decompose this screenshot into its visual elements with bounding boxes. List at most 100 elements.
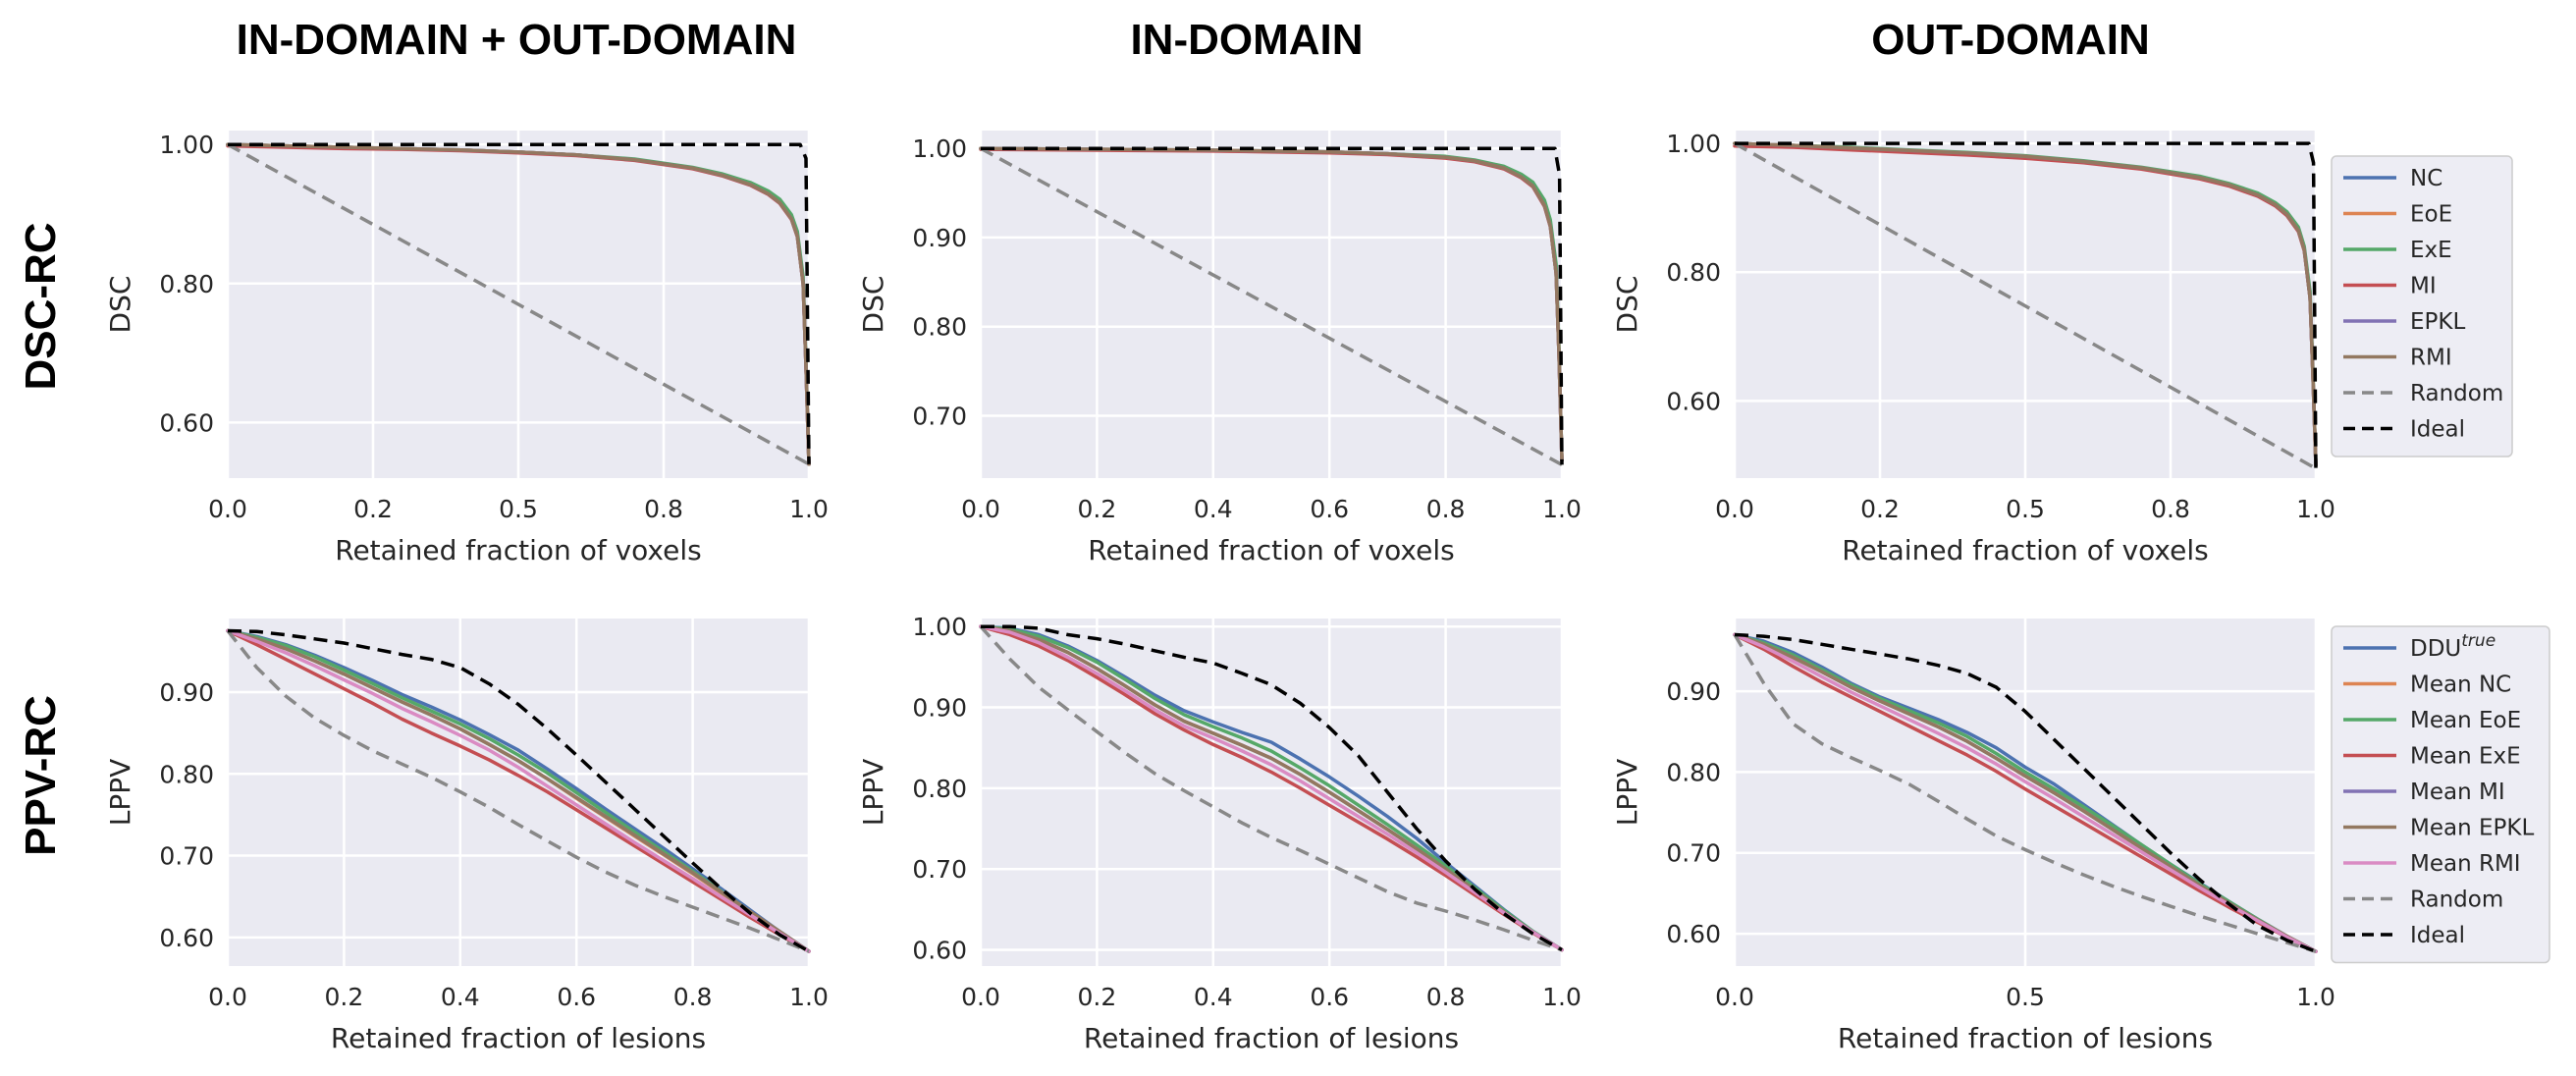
x-tick-label: 0.8	[1426, 983, 1466, 1011]
series-line-random	[979, 625, 1563, 952]
series-line-random	[1733, 633, 2317, 953]
x-axis-label: Retained fraction of voxels	[335, 534, 701, 566]
x-tick-label: 0.5	[2006, 495, 2045, 523]
x-tick-label: 0.2	[1860, 495, 1900, 523]
x-tick-label: 0.2	[1078, 495, 1117, 523]
x-tick-label: 0.0	[1715, 983, 1754, 1011]
series-line-rmi	[979, 146, 1564, 462]
x-tick-label: 1.0	[2296, 495, 2335, 523]
series-line-ideal	[228, 142, 811, 464]
x-tick-label: 0.5	[2006, 983, 2045, 1011]
panels: 0.0 0.2 0.5 0.8 1.0 1.00 0.80 0.60 Retained frac…	[104, 130, 2335, 1054]
y-tick-label: 0.90	[1666, 677, 1721, 706]
x-tick-label: 0.4	[441, 983, 480, 1011]
x-axis-label: Retained fraction of voxels	[1088, 534, 1454, 566]
legend-label: MI	[2410, 274, 2437, 299]
x-tick-label: 0.0	[208, 983, 247, 1011]
x-axis-label: Retained fraction of lesions	[331, 1022, 706, 1054]
y-tick-label: 0.80	[159, 270, 214, 298]
series-line-ideal	[227, 628, 810, 953]
x-tick-label: 0.4	[1194, 983, 1233, 1011]
series-line-ideal	[981, 624, 1563, 952]
legend-item-mean-mi: Mean MI	[2343, 780, 2505, 805]
plot-area	[228, 619, 809, 966]
x-tick-label: 1.0	[2296, 983, 2335, 1011]
legend-item-random: Random	[2343, 888, 2503, 913]
y-tick-label: 0.60	[912, 937, 967, 965]
legend-label: EoE	[2410, 202, 2452, 228]
x-tick-label: 1.0	[1542, 495, 1582, 523]
legend-item-random: Random	[2343, 381, 2503, 406]
y-axis-label: DSC	[1611, 276, 1643, 334]
x-tick-label: 0.0	[208, 495, 247, 523]
y-axis-label: LPPV	[857, 759, 889, 827]
y-tick-label: 1.00	[159, 131, 214, 159]
legend-item-mean-epkl: Mean EPKL	[2343, 816, 2534, 841]
series-line-ideal	[1735, 141, 2318, 469]
legend-label: Random	[2410, 888, 2503, 913]
legend-label: Ideal	[2410, 923, 2465, 948]
series-lines	[1733, 141, 2318, 470]
y-tick-label: 0.60	[159, 924, 214, 952]
column-title-in-domain: IN-DOMAIN	[1130, 16, 1363, 64]
legend-label: Mean MI	[2410, 780, 2505, 805]
y-tick-label: 0.70	[912, 855, 967, 884]
panel-5: 0.0 0.2 0.4 0.6 0.8 1.0 1.00 0.90 0.80 0.70 0.60 Re…	[857, 613, 1582, 1054]
x-axis-label: Retained fraction of voxels	[1842, 534, 2208, 566]
column-title-out-domain: OUT-DOMAIN	[1871, 16, 2150, 64]
series-lines	[226, 628, 811, 953]
series-lines	[1733, 632, 2318, 953]
x-tick-label: 0.4	[1194, 495, 1233, 523]
panel-2: 0.0 0.2 0.4 0.6 0.8 1.0 1.00 0.90 0.80 0.70 Retain…	[857, 131, 1582, 566]
legend-item-mean-nc: Mean NC	[2343, 672, 2511, 698]
y-tick-label: 0.80	[1666, 258, 1721, 287]
legend-frame	[2331, 625, 2550, 964]
y-tick-label: 0.90	[912, 694, 967, 723]
y-tick-label: 0.70	[912, 402, 967, 430]
series-line-rmi	[226, 142, 811, 466]
y-axis-label: DSC	[857, 276, 889, 334]
x-tick-label: 0.8	[673, 983, 713, 1011]
series-line-ideal	[981, 146, 1564, 465]
x-tick-label: 0.0	[961, 495, 1000, 523]
x-tick-label: 0.5	[499, 495, 538, 523]
y-tick-label: 0.90	[159, 678, 214, 707]
y-tick-label: 0.80	[912, 775, 967, 803]
x-tick-label: 0.6	[557, 983, 596, 1011]
x-tick-label: 0.0	[961, 983, 1000, 1011]
y-tick-label: 0.60	[1666, 387, 1721, 415]
legend-label: RMI	[2410, 346, 2452, 371]
x-tick-label: 0.2	[1078, 983, 1117, 1011]
x-tick-label: 0.8	[644, 495, 683, 523]
legend-label: Mean NC	[2410, 672, 2511, 698]
x-tick-label: 0.6	[1310, 983, 1349, 1011]
y-axis-label: LPPV	[1611, 759, 1643, 827]
x-tick-label: 1.0	[789, 983, 829, 1011]
y-tick-label: 1.00	[912, 134, 967, 163]
series-line-random	[980, 146, 1563, 466]
x-tick-label: 0.6	[1310, 495, 1349, 523]
plot-area	[981, 619, 1562, 966]
x-tick-label: 0.8	[2151, 495, 2190, 523]
panel-4: 0.0 0.2 0.4 0.6 0.8 1.0 0.90 0.80 0.70 0.60 Retain…	[104, 619, 829, 1054]
legend-item-ideal: Ideal	[2343, 923, 2465, 948]
column-title-all: IN-DOMAIN + OUT-DOMAIN	[237, 16, 797, 64]
series-line-mean-exe	[979, 624, 1564, 952]
plot-area	[981, 131, 1562, 478]
legend-frame	[2331, 155, 2513, 457]
x-axis-label: Retained fraction of lesions	[1838, 1022, 2213, 1054]
y-tick-label: 0.70	[1666, 839, 1721, 868]
panel-1: 0.0 0.2 0.5 0.8 1.0 1.00 0.80 0.60 Retained frac…	[104, 131, 829, 566]
row-title-ppv-rc: PPV-RC	[17, 695, 65, 856]
series-line-random	[227, 142, 810, 466]
legend-item-exe: ExE	[2343, 238, 2452, 263]
x-tick-label: 0.2	[353, 495, 393, 523]
x-tick-label: 1.0	[789, 495, 829, 523]
legend-label: Random	[2410, 381, 2503, 406]
legend-label: NC	[2410, 166, 2442, 191]
legend-item-ideal: Ideal	[2343, 417, 2465, 443]
panel-3: 0.0 0.2 0.5 0.8 1.0 1.00 0.80 0.60 Retained frac…	[1611, 130, 2335, 566]
legend-label: EPKL	[2410, 309, 2465, 335]
legend-label: Mean EoE	[2410, 708, 2521, 733]
